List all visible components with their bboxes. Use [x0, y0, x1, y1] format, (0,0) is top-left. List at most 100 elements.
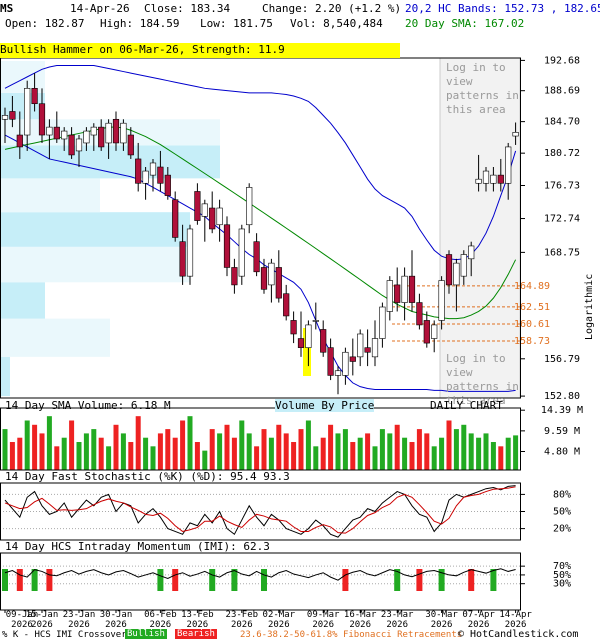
- candle-body: [408, 275, 416, 303]
- candle-body: [460, 254, 467, 277]
- panel-title: 14 Day SMA Volume: 6.18 M: [5, 399, 171, 412]
- bearish-crossover: [46, 569, 53, 591]
- y-tick-label: 168.75: [544, 247, 580, 258]
- volume-bar: [83, 433, 89, 470]
- candle-body: [201, 203, 208, 217]
- candle-body: [98, 126, 105, 148]
- volume-bar: [313, 446, 319, 470]
- pattern-annotation: Bullish Hammer on 06-Mar-26, Strength: 1…: [0, 43, 400, 58]
- volume-bar: [143, 437, 149, 470]
- candle-body: [423, 320, 430, 344]
- bullish-crossover: [157, 569, 164, 591]
- bullish-crossover: [209, 569, 216, 591]
- x-tick-label: 30-Mar 2026: [425, 610, 458, 630]
- volume-bar: [268, 437, 274, 470]
- candle-body: [379, 306, 386, 339]
- candle-body: [179, 241, 186, 277]
- candle-body: [231, 267, 238, 286]
- x-tick-label: 23-Mar 2026: [380, 610, 414, 630]
- chart-label: DAILY CHART: [430, 399, 503, 412]
- volume-bar: [209, 429, 215, 470]
- volume-bar: [69, 420, 75, 470]
- candle-body: [164, 174, 171, 196]
- bearish-crossover: [416, 569, 423, 591]
- x-tick-label: 06-Feb 2026: [144, 610, 177, 630]
- candle-body: [238, 228, 245, 277]
- login-note: Log in to view patterns in this area: [446, 61, 519, 116]
- candle-body: [194, 191, 201, 221]
- scale-label: Logarithmic: [584, 273, 595, 340]
- candle-body: [223, 224, 231, 268]
- y-tick-label: 172.74: [544, 214, 580, 225]
- y-tick-label: 9.59 M: [544, 426, 580, 437]
- volume-bar: [476, 437, 482, 470]
- volume-bar: [46, 416, 52, 470]
- volume-bar: [76, 442, 82, 470]
- bullish-key: Bullish: [125, 629, 167, 639]
- series-line: [4, 486, 516, 534]
- volume-bar: [379, 429, 385, 470]
- y-tick-label: 180.72: [544, 148, 580, 159]
- series-line: [4, 134, 516, 392]
- volume-bar: [394, 424, 400, 470]
- candle-body: [305, 324, 312, 348]
- panel-background: [0, 553, 521, 610]
- volume-bar: [365, 433, 371, 470]
- candle-body: [327, 347, 334, 376]
- candle-body: [275, 267, 282, 299]
- candle-body: [357, 333, 364, 358]
- volume-bar: [328, 424, 334, 470]
- fib-label: 164.89: [514, 281, 550, 292]
- volume-bar: [231, 437, 237, 470]
- volume-bar: [239, 420, 245, 470]
- volume-bar: [261, 429, 267, 470]
- candle-body: [120, 122, 127, 144]
- series-line: [4, 65, 517, 261]
- hammer-highlight: [303, 328, 311, 376]
- x-tick-label: 15-Jan 2026: [25, 610, 59, 630]
- volume-bar: [150, 446, 156, 470]
- candle-body: [149, 162, 157, 176]
- change: Change: 2.20 (+1.2 %): [262, 2, 402, 15]
- candle-body: [38, 103, 46, 136]
- series-line: [4, 126, 517, 320]
- panel-border: [0, 57, 521, 399]
- bearish-crossover: [16, 569, 23, 591]
- x-tick-label: 09-Jan 2026: [5, 610, 39, 630]
- y-tick-label: 14.39 M: [541, 405, 583, 416]
- sma: 20 Day SMA: 167.02: [405, 17, 525, 30]
- panel-border: [0, 552, 521, 611]
- vbp-label: Volume By Price: [275, 399, 375, 412]
- volume-bar: [461, 424, 467, 470]
- volume-bar: [157, 433, 163, 470]
- bullish-crossover: [394, 569, 401, 591]
- candle-body: [394, 284, 401, 303]
- candle-body: [142, 170, 149, 184]
- y-tick-label: 20%: [553, 524, 571, 535]
- volume-bar: [128, 442, 134, 470]
- volume-bar: [135, 416, 141, 470]
- x-tick-label: 07-Apr 2026: [462, 610, 495, 630]
- candle-body: [497, 174, 504, 184]
- volume-bar: [98, 437, 104, 470]
- series-line: [4, 485, 516, 538]
- volume-bar: [446, 420, 452, 470]
- volume-bar: [483, 433, 489, 470]
- x-tick-label: 16-Mar 2026: [343, 610, 377, 630]
- bullish-crossover: [490, 569, 497, 591]
- volume-by-price-bar: [0, 356, 10, 397]
- volume-bar: [54, 446, 60, 470]
- x-tick-label: 23-Feb 2026: [225, 610, 259, 630]
- fib-key: 23.6-38.2-50-61.8% Fibonacci Retracement…: [240, 630, 463, 640]
- candle-body: [431, 324, 438, 339]
- volume-bar: [32, 424, 38, 470]
- bullish-crossover: [2, 569, 8, 591]
- candle-body: [16, 134, 23, 148]
- x-tick-label: 23-Jan 2026: [62, 610, 96, 630]
- login-note: Log in to view patterns in this area: [446, 352, 519, 407]
- bullish-crossover: [231, 569, 238, 591]
- candle-body: [290, 320, 297, 335]
- y-tick-label: 188.69: [544, 86, 580, 97]
- y-tick-label: 156.79: [544, 354, 580, 365]
